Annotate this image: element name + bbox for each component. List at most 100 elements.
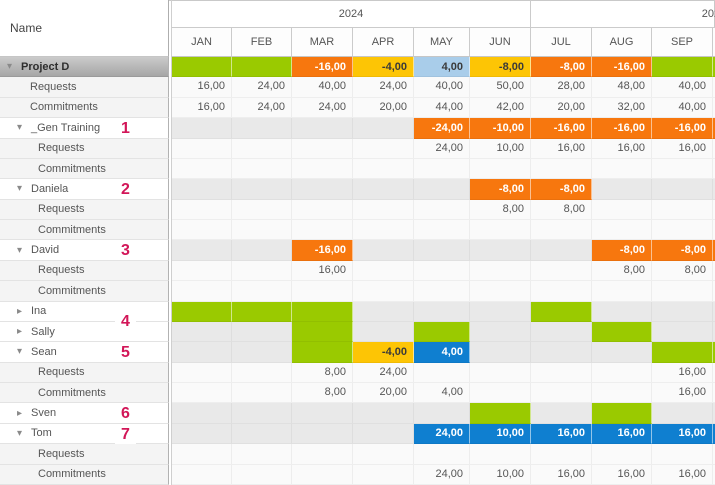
value-cell-jun[interactable]: 42,00 bbox=[470, 97, 531, 119]
balance-cell-may[interactable] bbox=[414, 240, 470, 261]
value-cell-jul[interactable] bbox=[531, 260, 592, 282]
value-cell-sep[interactable]: 16,00 bbox=[652, 383, 713, 404]
balance-cell-mar[interactable] bbox=[292, 423, 353, 445]
value-cell-apr[interactable] bbox=[353, 158, 414, 180]
balance-cell-may[interactable] bbox=[414, 179, 470, 200]
triangle-down-icon[interactable]: ▾ bbox=[17, 427, 23, 439]
balance-cell-jul[interactable]: 16,00 bbox=[531, 423, 592, 445]
balance-cell-may[interactable] bbox=[414, 301, 470, 322]
triangle-down-icon[interactable]: ▾ bbox=[17, 183, 23, 195]
group-name-cell-tom[interactable]: ▾ Tom bbox=[0, 423, 169, 445]
triangle-down-icon[interactable]: ▾ bbox=[17, 244, 23, 256]
value-cell-aug[interactable]: 32,00 bbox=[592, 97, 652, 119]
value-cell-may[interactable] bbox=[414, 158, 470, 180]
value-cell-jan[interactable] bbox=[172, 464, 232, 485]
value-cell-feb[interactable] bbox=[232, 199, 292, 220]
value-cell-jun[interactable]: 10,00 bbox=[470, 138, 531, 159]
balance-cell-apr[interactable] bbox=[353, 179, 414, 200]
row-requests[interactable]: Requests 16,00 8,00 8,00 bbox=[0, 260, 715, 282]
value-cell-apr[interactable] bbox=[353, 281, 414, 302]
balance-cell-jul[interactable] bbox=[531, 321, 592, 343]
row-commitments[interactable]: Commitments 16,00 24,00 24,00 20,00 44,00 42,0… bbox=[0, 97, 715, 119]
balance-cell-sep[interactable]: 16,00 bbox=[652, 423, 713, 445]
value-cell-jan[interactable] bbox=[172, 260, 232, 282]
balance-cell-mar[interactable] bbox=[292, 118, 353, 139]
value-cell-aug[interactable] bbox=[592, 362, 652, 383]
value-cell-may[interactable] bbox=[414, 281, 470, 302]
balance-cell-apr[interactable] bbox=[353, 403, 414, 424]
value-cell-sep[interactable]: 40,00 bbox=[652, 77, 713, 98]
value-cell-aug[interactable]: 8,00 bbox=[592, 260, 652, 282]
value-cell-mar[interactable] bbox=[292, 158, 353, 180]
value-cell-sep[interactable]: 40,00 bbox=[652, 97, 713, 119]
value-cell-apr[interactable] bbox=[353, 220, 414, 241]
balance-cell-apr[interactable] bbox=[353, 240, 414, 261]
value-cell-jun[interactable]: 8,00 bbox=[470, 199, 531, 220]
value-cell-jul[interactable] bbox=[531, 158, 592, 180]
value-cell-feb[interactable]: 24,00 bbox=[232, 77, 292, 98]
row-sven[interactable]: ▸ Sven bbox=[0, 403, 715, 424]
value-cell-feb[interactable] bbox=[232, 464, 292, 485]
triangle-right-icon[interactable]: ▸ bbox=[17, 326, 23, 338]
balance-cell-may[interactable] bbox=[414, 403, 470, 424]
value-cell-jul[interactable]: 16,00 bbox=[531, 464, 592, 485]
value-cell-jun[interactable] bbox=[470, 260, 531, 282]
balance-cell-jan[interactable] bbox=[172, 342, 232, 363]
value-cell-jan[interactable] bbox=[172, 281, 232, 302]
balance-cell-mar[interactable] bbox=[292, 403, 353, 424]
value-cell-jul[interactable] bbox=[531, 362, 592, 383]
balance-cell-may[interactable]: -24,00 bbox=[414, 118, 470, 139]
balance-cell-sep[interactable] bbox=[652, 321, 713, 343]
value-cell-sep[interactable] bbox=[652, 281, 713, 302]
balance-cell-jun[interactable] bbox=[470, 321, 531, 343]
balance-cell-jan[interactable] bbox=[172, 403, 232, 424]
balance-cell-jun[interactable] bbox=[470, 342, 531, 363]
value-cell-jul[interactable] bbox=[531, 444, 592, 465]
value-cell-apr[interactable]: 20,00 bbox=[353, 97, 414, 119]
balance-cell-jun[interactable]: 10,00 bbox=[470, 423, 531, 445]
balance-cell-jul[interactable] bbox=[531, 342, 592, 363]
group-name-cell-gen-training[interactable]: ▾ _Gen Training bbox=[0, 118, 169, 139]
row-tom[interactable]: ▾ Tom 24,00 10,00 16,00 16,00 16,00 bbox=[0, 423, 715, 445]
value-cell-jan[interactable] bbox=[172, 199, 232, 220]
balance-cell-jan[interactable] bbox=[172, 57, 232, 78]
value-cell-jan[interactable] bbox=[172, 138, 232, 159]
value-cell-mar[interactable] bbox=[292, 464, 353, 485]
balance-cell-sep[interactable] bbox=[652, 57, 713, 78]
value-cell-apr[interactable] bbox=[353, 464, 414, 485]
value-cell-apr[interactable] bbox=[353, 199, 414, 220]
balance-cell-sep[interactable] bbox=[652, 301, 713, 322]
value-cell-may[interactable] bbox=[414, 362, 470, 383]
value-cell-jun[interactable] bbox=[470, 281, 531, 302]
value-cell-may[interactable]: 4,00 bbox=[414, 383, 470, 404]
row-requests[interactable]: Requests 8,00 24,00 16,00 bbox=[0, 362, 715, 383]
value-cell-may[interactable] bbox=[414, 220, 470, 241]
value-cell-feb[interactable] bbox=[232, 158, 292, 180]
group-name-cell-project-d[interactable]: ▾ Project D bbox=[0, 57, 169, 78]
value-cell-jun[interactable] bbox=[470, 220, 531, 241]
balance-cell-aug[interactable]: -8,00 bbox=[592, 240, 652, 261]
balance-cell-jun[interactable]: -8,00 bbox=[470, 57, 531, 78]
triangle-down-icon[interactable]: ▾ bbox=[7, 61, 13, 73]
triangle-right-icon[interactable]: ▸ bbox=[17, 407, 23, 419]
balance-cell-sep[interactable] bbox=[652, 403, 713, 424]
balance-cell-sep[interactable] bbox=[652, 342, 713, 363]
row-requests[interactable]: Requests 8,00 8,00 bbox=[0, 199, 715, 220]
balance-cell-feb[interactable] bbox=[232, 321, 292, 343]
value-cell-feb[interactable] bbox=[232, 138, 292, 159]
value-cell-feb[interactable] bbox=[232, 383, 292, 404]
group-name-cell-sean[interactable]: ▾ Sean bbox=[0, 342, 169, 363]
value-cell-feb[interactable] bbox=[232, 362, 292, 383]
balance-cell-mar[interactable] bbox=[292, 342, 353, 363]
balance-cell-sep[interactable]: -16,00 bbox=[652, 118, 713, 139]
balance-cell-jan[interactable] bbox=[172, 118, 232, 139]
value-cell-feb[interactable] bbox=[232, 260, 292, 282]
balance-cell-aug[interactable]: -16,00 bbox=[592, 57, 652, 78]
row-requests[interactable]: Requests bbox=[0, 444, 715, 465]
balance-cell-feb[interactable] bbox=[232, 240, 292, 261]
value-cell-jan[interactable] bbox=[172, 220, 232, 241]
balance-cell-jul[interactable]: -16,00 bbox=[531, 118, 592, 139]
balance-cell-feb[interactable] bbox=[232, 118, 292, 139]
value-cell-mar[interactable]: 24,00 bbox=[292, 97, 353, 119]
value-cell-may[interactable]: 44,00 bbox=[414, 97, 470, 119]
